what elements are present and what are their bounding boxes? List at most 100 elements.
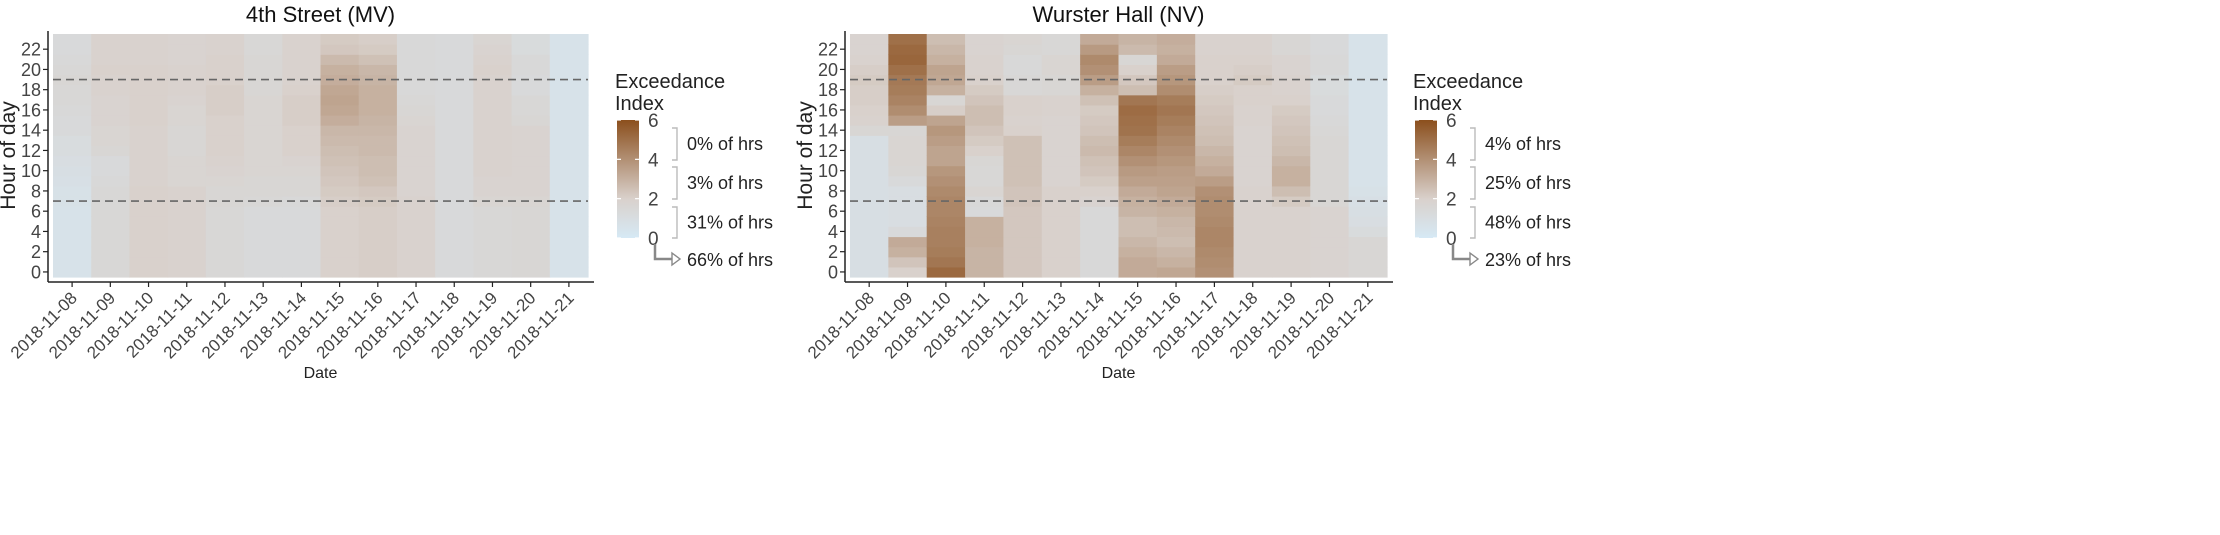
heatmap-cell (53, 145, 92, 157)
heatmap-cell (53, 34, 92, 45)
heatmap-cell (244, 206, 283, 217)
heatmap-cell (358, 94, 398, 106)
heatmap-cell (205, 266, 245, 278)
heatmap-cell (1348, 256, 1388, 268)
heatmap-cell (53, 206, 92, 217)
heatmap-cell (282, 216, 322, 227)
heatmap-cell (91, 64, 131, 76)
heatmap-cell (1118, 54, 1158, 65)
heatmap-cell (435, 34, 474, 45)
heatmap-cell (888, 226, 928, 238)
heatmap-cell (91, 256, 131, 268)
heatmap-cell (511, 64, 551, 76)
heatmap-cell (205, 44, 245, 55)
heatmap-cell (888, 175, 928, 187)
heatmap-cell (320, 54, 360, 65)
legend-bracket (1470, 127, 1476, 161)
heatmap-cell (167, 246, 207, 258)
legend-title: Exceedance Index (615, 71, 725, 115)
heatmap-cell (1233, 84, 1273, 96)
heatmap-cell (888, 165, 928, 177)
heatmap-cell (320, 125, 360, 136)
legend-tick-label: 4 (1446, 150, 1457, 171)
heatmap-cell (549, 54, 589, 65)
heatmap-cell (473, 34, 513, 45)
heatmap-cell (1118, 246, 1158, 258)
heatmap-cell (1156, 256, 1196, 268)
heatmap-cell (167, 185, 207, 197)
heatmap-cell (888, 125, 928, 136)
heatmap-cell (129, 125, 169, 136)
legend-arrow (653, 244, 673, 261)
heatmap-cell (1156, 165, 1196, 177)
heatmap-cell (1271, 34, 1311, 45)
heatmap-cell (1271, 256, 1311, 268)
heatmap-cell (926, 135, 966, 146)
heatmap-cell (1003, 256, 1043, 268)
heatmap-cell (1080, 175, 1120, 187)
heatmap-cell (1271, 115, 1311, 126)
heatmap-cell (358, 54, 398, 65)
heatmap-cell (1118, 155, 1158, 167)
heatmap-cell (53, 135, 92, 146)
heatmap-cell (511, 185, 551, 197)
heatmap-cell (396, 74, 436, 86)
heatmap-cell (850, 185, 889, 197)
heatmap-cell (926, 236, 966, 248)
heatmap-cell (965, 226, 1005, 238)
heatmap-cell (91, 155, 131, 167)
heatmap-cell (1310, 155, 1350, 167)
heatmap-cell (205, 236, 245, 248)
heatmap-cell (1310, 266, 1350, 278)
heatmap-cell (282, 54, 322, 65)
heatmap-cell (358, 256, 398, 268)
heatmap-cell (91, 216, 131, 227)
legend-title-line: Exceedance (615, 71, 725, 93)
heatmap-cell (91, 104, 131, 116)
heatmap-cell (396, 175, 436, 187)
heatmap-cell (1041, 236, 1081, 248)
heatmap-cell (965, 165, 1005, 177)
heatmap-cell (549, 256, 589, 268)
heatmap-cell (1041, 84, 1081, 96)
heatmap-cell (549, 115, 589, 126)
heatmap-cell (129, 104, 169, 116)
heatmap-cell (549, 84, 589, 96)
heatmap-cell (1080, 185, 1120, 197)
heatmap-cell (1310, 145, 1350, 157)
legend-arrow-head (671, 251, 682, 267)
heatmap-cell (473, 185, 513, 197)
heatmap-cell (205, 84, 245, 96)
heatmap-cell (1271, 94, 1311, 106)
y-tick-label: 4 (31, 222, 41, 242)
heatmap-cell (205, 216, 245, 227)
heatmap-cell (1271, 125, 1311, 136)
heatmap-cell (1310, 74, 1350, 86)
heatmap-cell (129, 44, 169, 55)
heatmap-cell (167, 155, 207, 167)
heatmap-cell (1310, 175, 1350, 187)
heatmap-cell (1003, 54, 1043, 65)
heatmap-cell (1156, 216, 1196, 227)
heatmap-cell (1348, 155, 1388, 167)
heatmap-cell (91, 145, 131, 157)
heatmap-cell (435, 104, 474, 116)
heatmap-cell (850, 226, 889, 238)
heatmap-cell (358, 216, 398, 227)
legend-bin-label: 0% of hrs (687, 134, 763, 154)
heatmap-cell (1156, 206, 1196, 217)
heatmap-cell (244, 145, 283, 157)
heatmap-cell (320, 44, 360, 55)
heatmap-cell (129, 226, 169, 238)
heatmap-cell (1195, 246, 1235, 258)
heatmap-cell (1271, 165, 1311, 177)
heatmap-cell (850, 256, 889, 268)
y-tick-label: 22 (21, 40, 41, 60)
heatmap-cell (850, 246, 889, 258)
heatmap-cell (511, 104, 551, 116)
y-tick-label: 16 (21, 100, 41, 120)
heatmap-cell (965, 246, 1005, 258)
heatmap-cell (1310, 226, 1350, 238)
heatmap-cell (282, 246, 322, 258)
